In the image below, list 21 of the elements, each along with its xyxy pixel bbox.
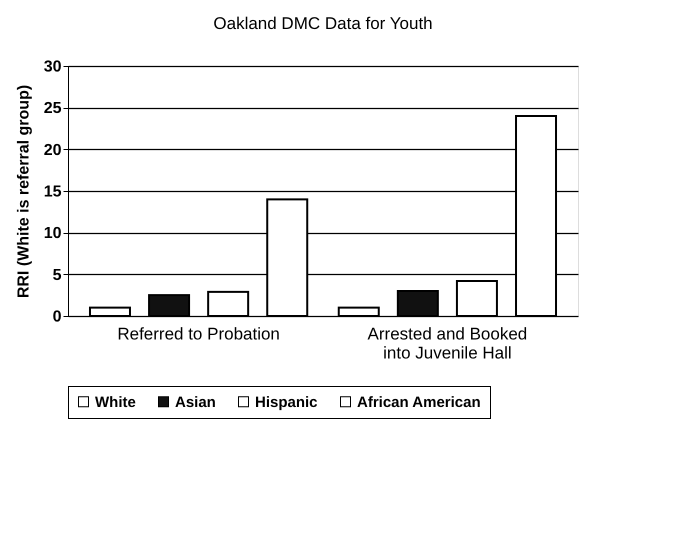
bar bbox=[456, 280, 498, 317]
bar bbox=[148, 294, 190, 317]
x-tick-label: Arrested and Booked into Juvenile Hall bbox=[368, 324, 528, 362]
bar bbox=[338, 306, 380, 317]
y-axis-title: RRI (White is referral group) bbox=[16, 84, 33, 298]
bar bbox=[207, 290, 250, 317]
y-tick-label: 10 bbox=[44, 225, 62, 242]
y-tick-label: 20 bbox=[44, 142, 62, 159]
legend-label: African American bbox=[357, 394, 481, 411]
y-tick-label: 25 bbox=[44, 100, 62, 118]
y-tick-label: 5 bbox=[52, 266, 62, 284]
x-tick-label: Referred to Probation bbox=[117, 324, 280, 344]
y-tick-label: 30 bbox=[44, 58, 62, 76]
legend-label: Hispanic bbox=[255, 394, 318, 411]
legend-label: White bbox=[95, 394, 136, 411]
y-tick-label: 15 bbox=[44, 184, 62, 200]
legend-label: Asian bbox=[175, 394, 216, 411]
chart-title: Oakland DMC Data for Youth bbox=[213, 14, 433, 33]
bar bbox=[88, 306, 131, 317]
bar bbox=[396, 290, 439, 317]
y-tick-label: 0 bbox=[52, 308, 62, 326]
